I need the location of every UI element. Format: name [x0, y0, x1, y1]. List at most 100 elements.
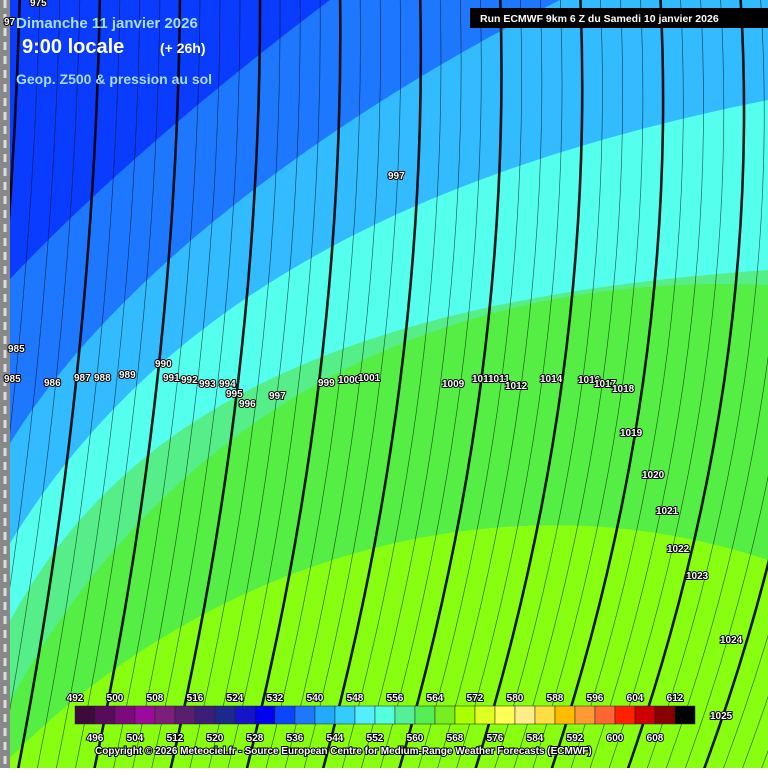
- isobar-label: 996: [239, 399, 256, 410]
- isobar-label: 997: [269, 391, 286, 402]
- isobar: [131, 0, 221, 773]
- scale-box: [334, 705, 356, 725]
- isobar-label: 992: [181, 375, 198, 386]
- run-box: [470, 8, 768, 28]
- isobar: [74, 0, 161, 773]
- scale-label: 496: [87, 733, 104, 744]
- scale-box: [134, 705, 156, 725]
- scale-box: [654, 705, 676, 725]
- isobar: [112, 0, 201, 773]
- geopotential-line: [168, 0, 262, 773]
- geopotential-line: [320, 0, 423, 773]
- scale-box: [374, 705, 396, 725]
- isobar-label: 1020: [642, 470, 665, 481]
- scale-label: 532: [267, 693, 284, 704]
- scale-box: [534, 705, 556, 725]
- scale-box: [634, 705, 656, 725]
- isobar: [188, 0, 281, 773]
- isobar-label: 999: [318, 378, 335, 389]
- isobar-label: 990: [155, 359, 172, 370]
- isobar-label: 988: [94, 373, 111, 384]
- scale-label: 576: [487, 733, 504, 744]
- scale-label: 504: [127, 733, 144, 744]
- scale-box: [314, 705, 336, 725]
- scale-box: [574, 705, 596, 725]
- isobar-label: 994: [219, 379, 236, 390]
- scale-box: [274, 705, 296, 725]
- isobar: [0, 0, 81, 766]
- scale-box: [454, 705, 476, 725]
- geopotential-line: [472, 0, 584, 773]
- scale-label: 556: [387, 693, 404, 704]
- isobar-label: 1014: [540, 374, 563, 385]
- isobar-label: 997: [388, 171, 405, 182]
- scale-label: 500: [107, 693, 124, 704]
- scale-box: [154, 705, 176, 725]
- geopotential-line: [16, 0, 102, 773]
- isobar: [264, 0, 361, 773]
- geopotential-line: [92, 0, 182, 773]
- isobar-label: 1025: [710, 711, 733, 722]
- isobar-label: 1021: [656, 506, 679, 517]
- scale-label: 612: [667, 693, 684, 704]
- isobar-label: 1018: [612, 384, 635, 395]
- scale-box: [294, 705, 316, 725]
- scale-label: 540: [307, 693, 324, 704]
- scale-label: 596: [587, 693, 604, 704]
- isobar-label: 1019: [620, 428, 643, 439]
- scale-label: 492: [67, 693, 84, 704]
- scale-box: [554, 705, 576, 725]
- isobar-label: 986: [44, 378, 61, 389]
- scale-box: [514, 705, 536, 725]
- isobar: [454, 0, 563, 773]
- isobar: [340, 0, 442, 773]
- isobar: [150, 0, 241, 773]
- isobar-label: 1012: [505, 381, 528, 392]
- isobar: [55, 0, 141, 773]
- scale-label: 588: [547, 693, 564, 704]
- isobar-label: 1009: [442, 379, 465, 390]
- copyright: Copyright © 2026 Meteociel.fr - Source E…: [95, 746, 592, 757]
- isobar: [0, 0, 61, 655]
- geopotential-line: [396, 0, 503, 773]
- geopotential-line: [701, 558, 768, 773]
- isobar: [511, 0, 624, 773]
- scale-label: 528: [247, 733, 264, 744]
- scale-label: 548: [347, 693, 364, 704]
- scale-box: [174, 705, 196, 725]
- isobar: [283, 0, 381, 773]
- isobar-label: 97: [4, 17, 16, 28]
- scale-box: [494, 705, 516, 725]
- isobar: [378, 0, 482, 773]
- isobar-label: 1000: [338, 375, 361, 386]
- isobar: [302, 0, 402, 773]
- isobar: [207, 0, 301, 773]
- isobar-label: 1017: [594, 379, 617, 390]
- scale-box: [234, 705, 256, 725]
- isobar: [645, 0, 765, 773]
- scale-box: [414, 705, 436, 725]
- isobar: [226, 0, 321, 773]
- scale-label: 552: [367, 733, 384, 744]
- isobar: [435, 0, 543, 773]
- scale-box: [254, 705, 276, 725]
- isobar-label: 995: [226, 389, 243, 400]
- isobar-label: 991: [163, 373, 180, 384]
- scale-label: 524: [227, 693, 244, 704]
- isobar: [36, 0, 121, 773]
- isobar: [721, 634, 768, 773]
- scale-label: 584: [527, 733, 544, 744]
- isobar: [607, 0, 725, 773]
- scale-box: [674, 705, 696, 725]
- isobar: [664, 354, 768, 773]
- scale-box: [74, 705, 96, 725]
- scale-label: 572: [467, 693, 484, 704]
- run: Run ECMWF 9km 6 Z du Samedi 10 janvier 2…: [480, 13, 719, 25]
- time: 9:00 locale: [22, 36, 124, 58]
- scale-box: [94, 705, 116, 725]
- scale-box: [594, 705, 616, 725]
- scale-label: 508: [147, 693, 164, 704]
- isobar-label: 1023: [686, 571, 709, 582]
- isobar: [530, 0, 644, 773]
